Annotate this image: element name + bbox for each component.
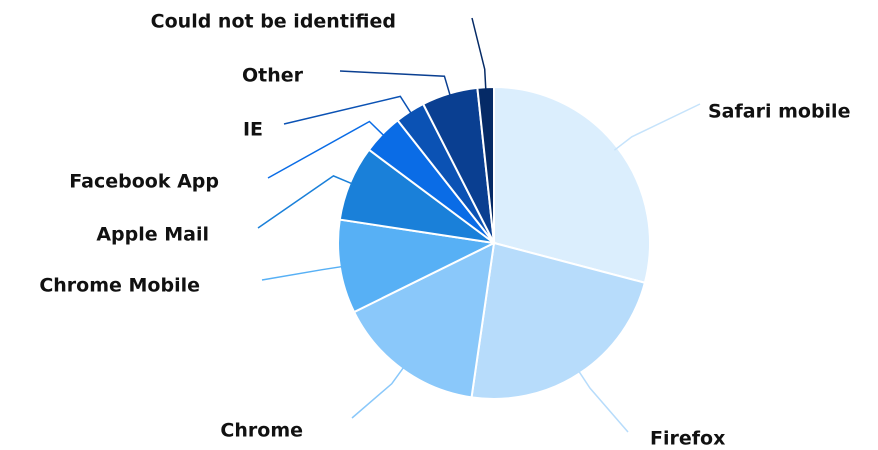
slice-label: IE xyxy=(243,119,263,141)
leader-line xyxy=(261,265,344,281)
leader-line xyxy=(471,17,487,92)
leader-line xyxy=(283,95,413,125)
slice-label: Chrome xyxy=(220,420,303,442)
leader-line xyxy=(267,120,386,179)
leader-line xyxy=(613,103,701,151)
slice-label: Safari mobile xyxy=(708,101,850,123)
leader-line xyxy=(577,369,629,433)
slice-label: Could not be identified xyxy=(151,11,396,33)
slice-label: Other xyxy=(242,65,304,87)
slice-label: Facebook App xyxy=(69,171,219,193)
slice-label: Apple Mail xyxy=(96,224,209,246)
slice-label: Firefox xyxy=(650,428,725,450)
leader-line xyxy=(257,175,355,229)
slice-label: Chrome Mobile xyxy=(39,275,200,297)
leader-line xyxy=(351,365,406,419)
leader-line xyxy=(339,70,452,98)
